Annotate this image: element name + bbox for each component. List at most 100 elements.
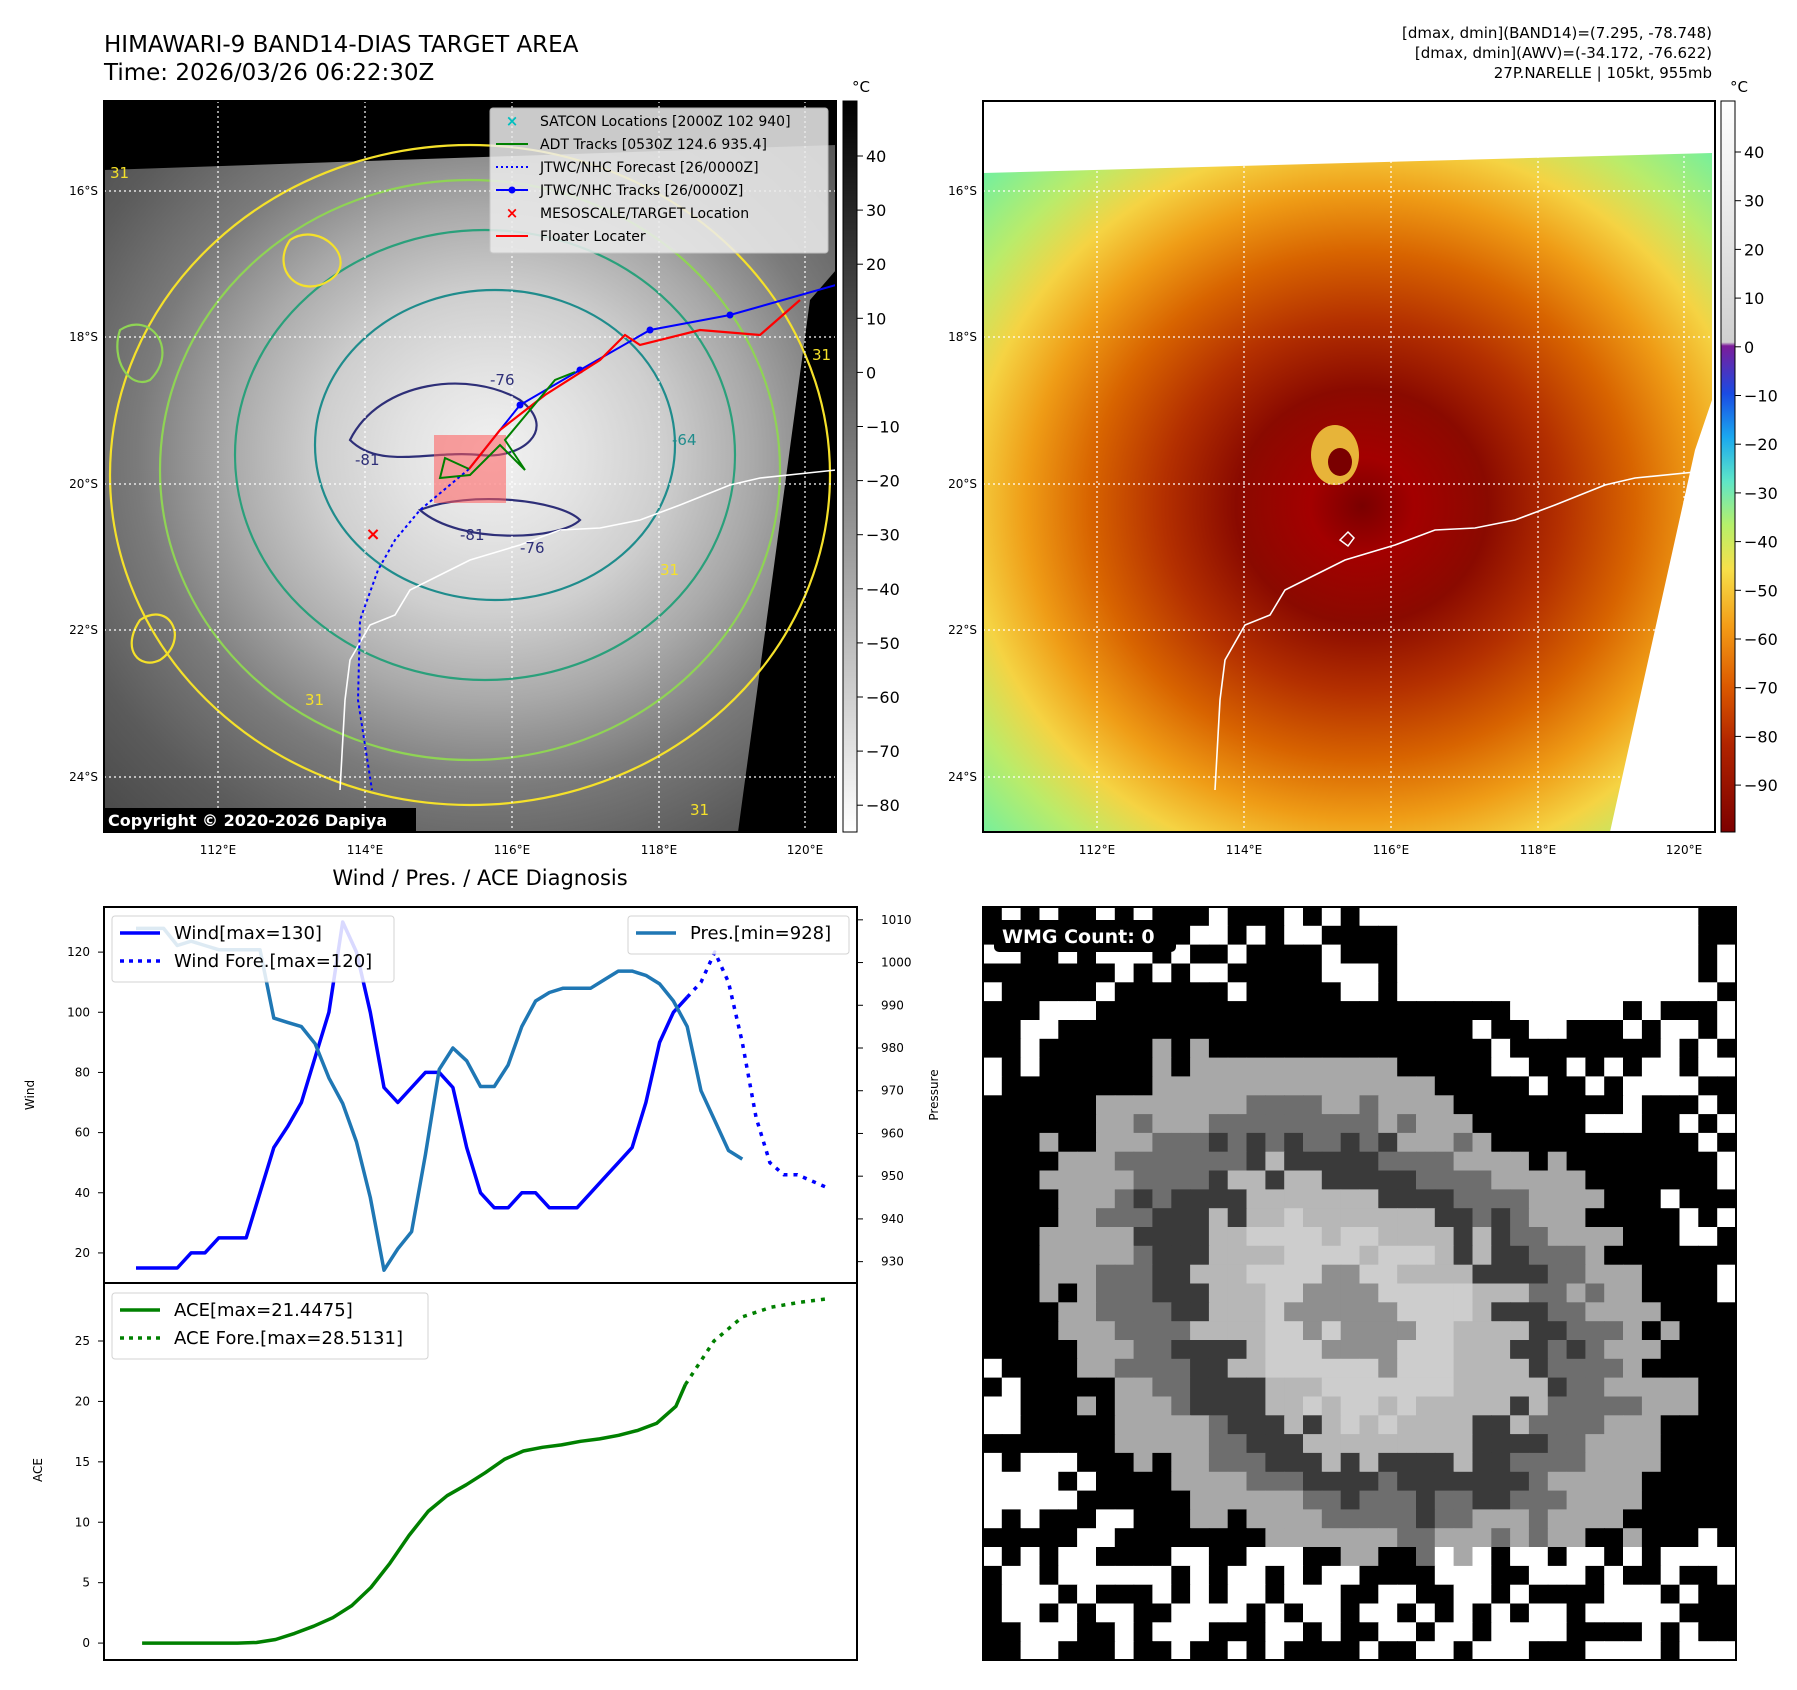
svg-text:22°S: 22°S (948, 623, 977, 637)
ace-ytick-label: 5 (82, 1576, 90, 1590)
series-line-0 (136, 920, 689, 1270)
ir-cb-tick-label: 40 (866, 147, 886, 166)
ir-colorbar-unit: °C (852, 78, 870, 96)
wind-pressure-chart: Wind / Pres. / ACE Diagnosis Wind Pressu… (23, 866, 941, 1284)
svg-text:116°E: 116°E (494, 843, 531, 857)
legend-pres-label: Pres.[min=928] (690, 923, 831, 944)
legend-marker-dot (508, 186, 516, 194)
wind-ytick-label: 20 (75, 1246, 90, 1260)
svg-text:31: 31 (660, 561, 679, 579)
wind-ytick-label: 80 (75, 1065, 90, 1079)
ir-cb-tick-label: 20 (866, 255, 886, 274)
svg-text:18°S: 18°S (69, 330, 98, 344)
wind-axis-label: Wind (23, 1080, 37, 1110)
color-lat-ticks: 16°S 18°S 20°S 22°S 24°S (948, 184, 977, 784)
legend-label: Floater Locater (540, 229, 646, 245)
legend-item: Floater Locater (496, 229, 646, 245)
ace-legend: ACE[max=21.4475] ACE Fore.[max=28.5131] (111, 1292, 429, 1360)
svg-text:114°E: 114°E (1226, 843, 1263, 857)
ir-cb-tick-label: 30 (866, 201, 886, 220)
color-cb-tick-label: −40 (1744, 533, 1778, 552)
ace-series-line-0 (142, 1383, 688, 1645)
color-cb-tick-label: 10 (1744, 289, 1764, 308)
wind-ytick-label: 120 (67, 945, 90, 959)
contour-lightgreen (158, 178, 782, 762)
jtwc-forecast-track (356, 468, 470, 791)
svg-text:31: 31 (690, 801, 709, 819)
info-storm: 27P.NARELLE | 105kt, 955mb (1494, 64, 1712, 82)
svg-text:120°E: 120°E (1666, 843, 1703, 857)
pressure-ytick-label: 980 (881, 1041, 904, 1055)
legend-item: ADT Tracks [0530Z 124.6 935.4] (496, 137, 767, 153)
wmg-panel: WMG Count: 0 (982, 906, 1737, 1661)
legend-marker-x: × (506, 112, 519, 130)
mesoscale-marker: × (365, 524, 380, 545)
legend-label: JTWC/NHC Forecast [26/0000Z] (539, 160, 759, 176)
wind-ytick-label: 40 (75, 1186, 90, 1200)
ace-ytick-label: 0 (82, 1636, 90, 1650)
pressure-ytick-label: 990 (881, 998, 904, 1012)
color-cb-tick-label: −80 (1744, 727, 1778, 746)
ir-map-panel: × -76 -64 -81 -76 -81 31 31 31 31 31 × SA… (69, 78, 900, 857)
svg-text:114°E: 114°E (347, 843, 384, 857)
legend-marker-x: × (506, 204, 519, 222)
info-dmax-band14: [dmax, dmin](BAND14)=(7.295, -78.748) (1402, 24, 1712, 42)
pressure-ytick-label: 950 (881, 1169, 904, 1183)
svg-text:-76: -76 (490, 371, 515, 389)
svg-text:-81: -81 (355, 451, 380, 469)
legend-wind-fore-label: Wind Fore.[max=120] (174, 951, 372, 972)
chart-title: Wind / Pres. / ACE Diagnosis (332, 866, 627, 890)
ace-ytick-label: 25 (75, 1334, 90, 1348)
legend-item: JTWC/NHC Forecast [26/0000Z] (496, 160, 759, 176)
info-dmax-awv: [dmax, dmin](AWV)=(-34.172, -76.622) (1415, 44, 1712, 62)
ir-cb-tick-label: −80 (866, 796, 900, 815)
wmg-label-box (994, 920, 1176, 952)
legend-label: MESOSCALE/TARGET Location (540, 206, 749, 222)
floater-locater (468, 299, 801, 470)
legend-label: ADT Tracks [0530Z 124.6 935.4] (540, 137, 767, 153)
color-cb-tick-label: −70 (1744, 679, 1778, 698)
ir-lat-ticks: 16°S 18°S 20°S 22°S 24°S (69, 184, 98, 784)
color-colorbar (1720, 100, 1736, 833)
legend-item: × SATCON Locations [2000Z 102 940] (506, 112, 791, 130)
svg-text:120°E: 120°E (787, 843, 824, 857)
svg-text:24°S: 24°S (948, 770, 977, 784)
ir-cb-tick-label: −10 (866, 418, 900, 437)
svg-text:20°S: 20°S (948, 477, 977, 491)
color-cb-tick-label: 0 (1744, 338, 1754, 357)
copyright-text: Copyright © 2020-2026 Dapiya (108, 811, 387, 830)
ace-ytick-label: 20 (75, 1394, 90, 1408)
color-gridlines (983, 101, 1715, 832)
ir-cb-tick-label: −30 (866, 526, 900, 545)
wind-ytick-label: 100 (67, 1005, 90, 1019)
ir-cb-tick-label: −60 (866, 688, 900, 707)
ir-cb-tick-label: −40 (866, 580, 900, 599)
legend-label: SATCON Locations [2000Z 102 940] (540, 114, 791, 130)
color-map-frame (982, 100, 1716, 833)
svg-text:31: 31 (110, 164, 129, 182)
legend-wind-label: Wind[max=130] (174, 923, 322, 944)
color-cb-tick-label: 30 (1744, 192, 1764, 211)
ir-cb-tick-label: −70 (866, 742, 900, 761)
ace-ytick-label: 15 (75, 1455, 90, 1469)
ir-legend: × SATCON Locations [2000Z 102 940] ADT Tra… (489, 107, 829, 254)
ir-lon-ticks: 112°E 114°E 116°E 118°E 120°E (200, 843, 824, 857)
color-cb-tick-label: −60 (1744, 630, 1778, 649)
series-line-1 (685, 950, 826, 1189)
ir-cb-tick-label: −20 (866, 472, 900, 491)
svg-text:112°E: 112°E (200, 843, 237, 857)
svg-text:16°S: 16°S (948, 184, 977, 198)
legend-label: JTWC/NHC Tracks [26/0000Z] (539, 183, 743, 199)
adt-track (438, 371, 576, 480)
legend-item: × MESOSCALE/TARGET Location (506, 204, 749, 222)
color-cb-tick-label: −30 (1744, 484, 1778, 503)
eye-core (1328, 448, 1352, 476)
ace-series-line-1 (683, 1296, 829, 1386)
svg-text:118°E: 118°E (1520, 843, 1557, 857)
color-colorbar-unit: °C (1730, 78, 1748, 96)
color-cb-tick-label: −10 (1744, 387, 1778, 406)
svg-text:16°S: 16°S (69, 184, 98, 198)
ace-axis-label: ACE (31, 1458, 45, 1482)
svg-text:116°E: 116°E (1373, 843, 1410, 857)
ace-ytick-label: 10 (75, 1515, 90, 1529)
